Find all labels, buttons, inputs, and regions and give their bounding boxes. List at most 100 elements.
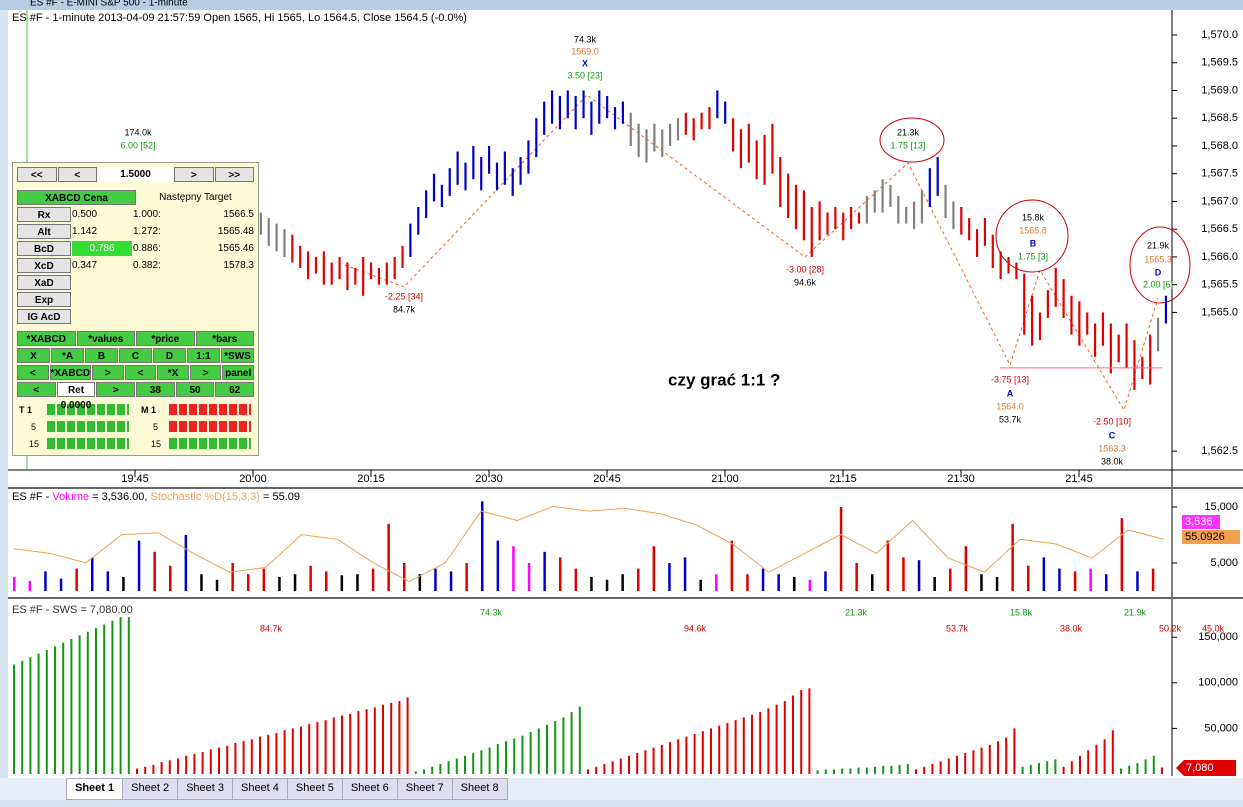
panel-button[interactable]: > xyxy=(92,365,124,380)
panel-button[interactable]: > xyxy=(96,382,136,397)
volume-bar xyxy=(839,507,843,591)
value: 1.142 xyxy=(72,226,98,237)
sws-bar xyxy=(964,753,967,774)
sws-bar xyxy=(119,617,122,774)
panel-button[interactable]: C xyxy=(119,348,152,363)
panel-button[interactable]: *A xyxy=(51,348,84,363)
sws-bar xyxy=(742,717,745,774)
panel-button[interactable]: > xyxy=(189,365,222,380)
panel-button[interactable]: < xyxy=(17,365,49,380)
panel-button[interactable]: 62 xyxy=(215,382,255,397)
sws-bar xyxy=(70,639,73,774)
time-label: 21:15 xyxy=(829,473,857,485)
nav-button[interactable]: << xyxy=(17,167,57,182)
nav-button[interactable]: >> xyxy=(214,167,254,182)
row-button[interactable]: BcD xyxy=(17,241,71,256)
volume-bar xyxy=(793,577,796,591)
panel-button[interactable]: Ret 0.0000 xyxy=(56,382,96,411)
header-part: Volume xyxy=(52,491,89,503)
panel-button[interactable]: *XABCD xyxy=(49,365,92,380)
volume-bar xyxy=(340,575,344,591)
sheet-tab[interactable]: Sheet 6 xyxy=(341,778,398,800)
panel-button[interactable]: < xyxy=(17,382,56,397)
stochastic-line xyxy=(13,505,1165,583)
y-tick-label: 1,566.5 xyxy=(1201,223,1238,235)
sheet-tab[interactable]: Sheet 1 xyxy=(66,778,124,800)
panel-button[interactable]: *price xyxy=(136,331,195,346)
panel-button[interactable]: 50 xyxy=(175,382,215,397)
y-tick-label: 50,000 xyxy=(1204,722,1238,734)
sws-bar xyxy=(1005,737,1008,774)
y-tick-label: 1,565.0 xyxy=(1201,306,1238,318)
panel-button[interactable]: D xyxy=(153,348,186,363)
sws-bar xyxy=(275,732,278,774)
sws-bar xyxy=(464,755,466,774)
panel-button[interactable]: X xyxy=(17,348,50,363)
row-button[interactable]: XcD xyxy=(17,258,71,273)
volume-bar xyxy=(262,568,266,591)
panel-button[interactable]: *SWS xyxy=(221,348,254,363)
sws-bar xyxy=(21,660,24,774)
panel-button[interactable]: *X xyxy=(157,365,189,380)
y-tick-label: 100,000 xyxy=(1198,677,1238,689)
sws-bar xyxy=(431,766,434,774)
sheet-tab[interactable]: Sheet 2 xyxy=(122,778,179,800)
volume-bar xyxy=(949,568,952,591)
result-row: Alt 1.142 1.272: 1565.48 xyxy=(17,224,254,239)
sws-bar xyxy=(78,635,81,774)
panel-button[interactable]: *values xyxy=(76,331,135,346)
sheet-tab[interactable]: Sheet 4 xyxy=(231,778,288,800)
sheet-tab[interactable]: Sheet 7 xyxy=(396,778,453,800)
annotation: 2.00 [6] xyxy=(1143,279,1173,289)
sws-bar xyxy=(193,753,196,774)
value: 0.886: xyxy=(133,243,161,254)
tab[interactable]: XABCD Cena xyxy=(17,190,136,205)
nav-button[interactable]: < xyxy=(57,167,97,182)
panel-button[interactable]: *bars xyxy=(195,331,254,346)
row-button[interactable]: Rx xyxy=(17,207,71,222)
sws-bar xyxy=(209,749,212,774)
volume-bar xyxy=(1151,568,1155,591)
tab[interactable]: Następny Target xyxy=(159,192,232,203)
sws-bar xyxy=(874,766,876,774)
row-button[interactable]: Alt xyxy=(17,224,71,239)
panel-button[interactable]: *XABCD xyxy=(17,331,76,346)
sws-bar xyxy=(365,709,368,774)
volume-bar xyxy=(59,578,63,591)
panel-button[interactable]: B xyxy=(85,348,118,363)
volume-bar xyxy=(1120,518,1124,591)
sheet-tab[interactable]: Sheet 8 xyxy=(451,778,508,800)
sws-bar xyxy=(857,767,860,774)
volume-bar xyxy=(200,574,203,591)
volume-bar xyxy=(652,546,656,591)
volume-bar xyxy=(512,546,515,591)
sws-bar xyxy=(652,747,655,774)
badge xyxy=(1176,760,1236,776)
sws-bar xyxy=(693,733,696,774)
title-bar xyxy=(0,0,1243,10)
panel-button[interactable]: < xyxy=(124,365,157,380)
panel-button[interactable]: 1:1 xyxy=(187,348,220,363)
sheet-tab[interactable]: Sheet 5 xyxy=(286,778,343,800)
button-row: < Ret 0.0000 >38 50 62 xyxy=(17,382,255,411)
panel-button[interactable]: panel xyxy=(222,365,255,380)
volume-bar xyxy=(403,563,406,591)
sws-bar xyxy=(357,711,360,774)
sws-bar xyxy=(455,758,458,774)
row-button[interactable]: Exp xyxy=(17,292,71,307)
sheet-tab[interactable]: Sheet 3 xyxy=(177,778,233,800)
panel-button[interactable]: 38 xyxy=(136,382,175,397)
volume-bar xyxy=(668,563,671,591)
tab-nav[interactable] xyxy=(0,778,67,800)
header-part: Stochastic %D(15,3,3) xyxy=(151,491,260,503)
annotation: 1564.0 xyxy=(996,401,1024,411)
annotation: 74.3k xyxy=(574,34,597,44)
value: 1565.46 xyxy=(217,243,254,254)
nav-button[interactable]: > xyxy=(174,167,214,182)
row-button[interactable]: IG AcD xyxy=(17,309,71,324)
sws-bar xyxy=(701,731,704,774)
sws-bar xyxy=(775,704,778,774)
time-label: 20:30 xyxy=(475,473,503,485)
row-button[interactable]: XaD xyxy=(17,275,71,290)
sws-bar xyxy=(324,720,327,774)
